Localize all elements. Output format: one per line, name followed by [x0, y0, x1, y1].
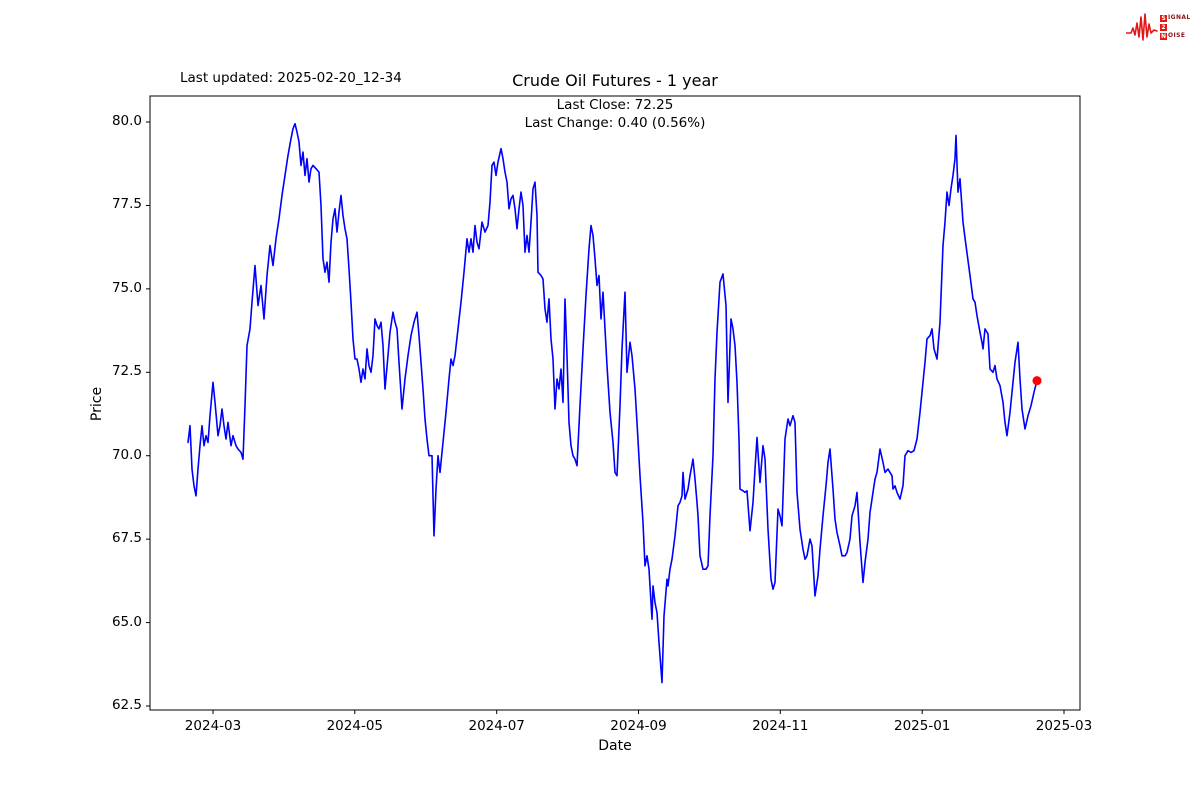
- x-tick-label: 2024-11: [752, 718, 809, 734]
- y-tick-label: 70.0: [111, 446, 142, 463]
- brand-text: S IGNAL 2 N OISE: [1160, 14, 1191, 40]
- y-tick-label: 75.0: [111, 279, 142, 296]
- brand-line-noise: N OISE: [1160, 32, 1191, 40]
- brand-logo: S IGNAL 2 N OISE: [1126, 7, 1198, 47]
- y-tick-label: 77.5: [111, 196, 142, 213]
- x-tick-label: 2024-05: [326, 718, 383, 734]
- y-tick-label: 62.5: [111, 696, 142, 713]
- brand-letter-n: N: [1160, 32, 1167, 40]
- brand-letter-s: S: [1160, 14, 1167, 22]
- axes-frame: [149, 95, 1081, 711]
- brand-letter-2: 2: [1160, 23, 1167, 31]
- x-axis-label: Date: [598, 738, 632, 754]
- y-tick-label: 65.0: [111, 613, 142, 630]
- brand-line-signal: S IGNAL: [1160, 14, 1191, 22]
- y-tick-label: 80.0: [111, 113, 142, 130]
- brand-line-2: 2: [1160, 23, 1191, 31]
- x-tick-label: 2024-07: [468, 718, 525, 734]
- x-tick-label: 2024-09: [610, 718, 667, 734]
- last-change-annotation: Last Change: 0.40 (0.56%): [524, 115, 706, 131]
- brand-rest-oise: OISE: [1168, 32, 1186, 39]
- brand-rest-ignal: IGNAL: [1168, 14, 1191, 21]
- ekg-heartbeat-icon: [1126, 13, 1158, 41]
- last-close-annotation: Last Close: 72.25: [556, 97, 674, 113]
- x-tick-label: 2025-01: [893, 718, 951, 734]
- chart-title: Crude Oil Futures - 1 year: [512, 71, 718, 90]
- last-close-marker: [1032, 376, 1042, 386]
- price-line-series: [187, 122, 1038, 684]
- last-updated-label: Last updated: 2025-02-20_12-34: [180, 70, 402, 86]
- x-tick-label: 2025-03: [1035, 718, 1093, 734]
- x-tick-label: 2024-03: [184, 718, 242, 734]
- y-tick-label: 67.5: [111, 530, 142, 547]
- y-tick-label: 72.5: [111, 363, 142, 380]
